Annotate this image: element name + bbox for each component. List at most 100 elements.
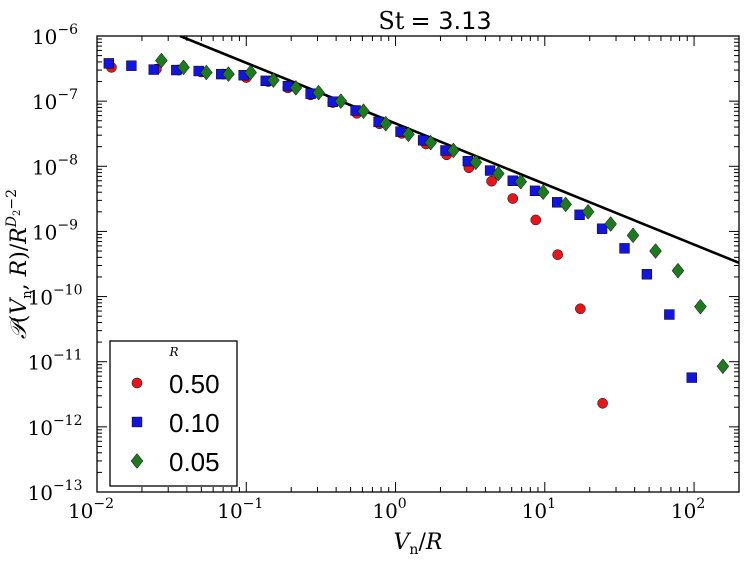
- data-point-circle: [486, 175, 497, 187]
- plot-frame: [96, 35, 740, 493]
- legend-title: R: [168, 345, 178, 359]
- y-tick-label: 10−7: [32, 87, 78, 114]
- y-tick-label: 10−13: [28, 478, 83, 505]
- y-axis-label-open: (: [7, 315, 32, 324]
- y-tick-label-exp: −6: [57, 22, 78, 38]
- data-point-diamond: [649, 243, 662, 259]
- data-point-diamond: [514, 173, 528, 190]
- data-point-diamond: [177, 59, 190, 76]
- y-tick-label-base: 10: [32, 220, 57, 244]
- data-point-square: [619, 243, 630, 254]
- y-tick-label-base: 10: [28, 416, 53, 440]
- y-axis-label-v: V: [7, 297, 32, 315]
- y-axis-label-group: 𝒫(Vn, R)/RD2−2: [4, 189, 35, 339]
- x-tick-label: 100: [372, 496, 406, 523]
- data-point-diamond: [536, 184, 550, 201]
- data-point-square: [596, 223, 608, 234]
- data-point-diamond: [402, 126, 415, 143]
- data-point-diamond: [424, 134, 437, 151]
- legend-label: 0.05: [169, 447, 220, 477]
- y-tick-label: 10−11: [28, 348, 83, 375]
- chart-title-prefix: St: [378, 7, 404, 35]
- legend: R 0.50 0.10 0.05: [109, 340, 238, 487]
- x-axis-label-r: R: [425, 530, 443, 555]
- y-axis-label-r2: R: [7, 227, 32, 245]
- y-axis-label-sub-n: n: [20, 290, 35, 299]
- x-axis-label-sub: n: [409, 542, 418, 558]
- y-tick-label: 10−8: [32, 152, 78, 179]
- x-axis-label-v: V: [394, 530, 412, 555]
- data-point-diamond: [200, 64, 213, 81]
- data-point-square: [664, 309, 675, 320]
- legend-marker-square: [131, 416, 143, 428]
- data-point-diamond: [334, 93, 348, 109]
- y-tick-label: 10−12: [28, 413, 83, 440]
- series-square: [103, 58, 697, 383]
- tick-labels: 10−2 10−1 100 101 10210−610−710−810−910−1010…: [28, 22, 706, 523]
- x-tick-label-exp: −2: [93, 496, 114, 512]
- x-tick-label: 102: [671, 496, 705, 523]
- data-point-diamond: [447, 142, 460, 159]
- data-point-diamond: [155, 52, 168, 69]
- y-axis-label-comma: ,: [7, 276, 32, 290]
- x-tick-label-exp: 0: [398, 496, 407, 512]
- x-tick-label-exp: 1: [547, 496, 556, 512]
- x-axis-label: Vn/R: [394, 530, 443, 558]
- data-points: [103, 52, 730, 409]
- data-point-diamond: [267, 72, 280, 88]
- data-point-circle: [530, 214, 542, 226]
- y-tick-label: 10−6: [32, 22, 78, 49]
- data-point-circle: [597, 398, 608, 409]
- data-point-square: [686, 372, 697, 383]
- y-tick-label-base: 10: [28, 351, 53, 375]
- legend-box: [109, 340, 238, 487]
- data-point-diamond: [312, 84, 325, 101]
- legend-marker-circle: [131, 377, 143, 389]
- y-axis-label: 𝒫(Vn, R)/RD2−2: [4, 189, 35, 339]
- y-tick-label-exp: −10: [53, 283, 83, 299]
- x-tick-label-base: 10: [372, 499, 397, 523]
- y-tick-label-base: 10: [32, 155, 57, 179]
- data-point-diamond: [559, 196, 572, 213]
- data-point-diamond: [379, 115, 393, 132]
- y-axis-label-exp: D: [4, 216, 20, 228]
- data-point-diamond: [581, 203, 595, 220]
- data-point-circle: [507, 193, 519, 204]
- y-tick-label-base: 10: [28, 286, 53, 310]
- legend-label: 0.50: [169, 369, 220, 399]
- data-point-square: [148, 64, 159, 75]
- legend-label: 0.10: [169, 408, 220, 438]
- plot-area: [103, 36, 739, 409]
- y-tick-label-base: 10: [32, 90, 57, 114]
- data-point-diamond: [492, 165, 505, 182]
- data-point-diamond: [357, 103, 370, 120]
- y-tick-label-exp: −7: [57, 87, 78, 103]
- data-point-diamond: [694, 298, 707, 315]
- x-tick-label-exp: 2: [696, 496, 705, 512]
- data-point-diamond: [671, 262, 685, 279]
- y-tick-label: 10−10: [28, 283, 83, 310]
- data-point-square: [641, 269, 653, 280]
- x-axis-label-rest: /: [418, 530, 426, 555]
- series-diamond: [155, 52, 730, 375]
- chart-title-value: = 3.13: [410, 7, 491, 35]
- data-point-diamond: [716, 358, 730, 375]
- x-tick-label-base: 10: [671, 499, 696, 523]
- data-point-circle: [575, 303, 586, 315]
- x-tick-label-exp: −1: [243, 496, 264, 512]
- data-point-diamond: [244, 64, 257, 81]
- y-tick-label-base: 10: [32, 25, 57, 49]
- y-tick-label-exp: −9: [57, 217, 78, 233]
- x-tick-label-base: 10: [522, 499, 547, 523]
- data-point-square: [126, 60, 137, 71]
- y-tick-label-base: 10: [28, 481, 53, 505]
- x-tick-label: 10−1: [217, 496, 263, 523]
- y-tick-label-exp: −13: [53, 478, 83, 494]
- data-point-diamond: [289, 80, 303, 96]
- tick-marks: [96, 35, 740, 493]
- y-axis-label-close: )/: [7, 243, 32, 260]
- y-tick-label: 10−9: [32, 217, 78, 244]
- y-tick-label-exp: −12: [53, 413, 83, 429]
- x-tick-label-base: 10: [217, 499, 242, 523]
